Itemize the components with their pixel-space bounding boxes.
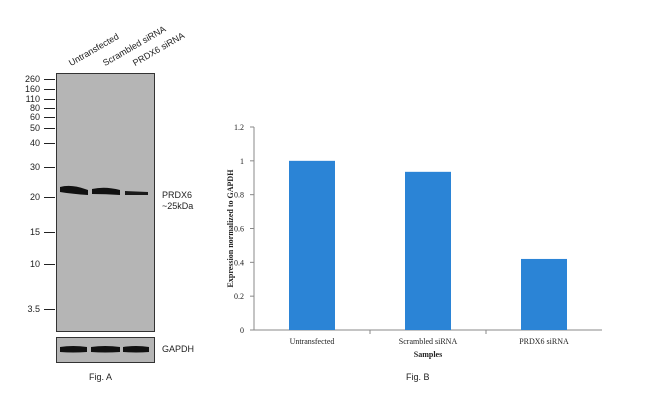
marker-160: 160	[24, 84, 40, 94]
y-tick-label: 0.6	[234, 225, 244, 234]
chart-bars	[289, 160, 567, 330]
bar	[405, 171, 451, 330]
marker-110: 110	[25, 94, 40, 104]
marker-tick	[44, 309, 55, 310]
bar	[289, 160, 335, 330]
gapdh-band-1	[60, 346, 87, 353]
marker-3-5: 3.5	[27, 304, 40, 314]
marker-60: 60	[29, 112, 40, 122]
marker-30: 30	[29, 162, 40, 172]
marker-tick	[44, 108, 55, 109]
band-scrambled	[92, 187, 120, 195]
marker-80: 80	[29, 103, 40, 113]
marker-260: 260	[24, 74, 40, 84]
marker-tick	[44, 79, 55, 80]
marker-15: 15	[29, 227, 40, 237]
gapdh-band-3	[123, 346, 149, 353]
marker-tick	[44, 99, 55, 100]
marker-10: 10	[29, 259, 40, 269]
marker-tick	[44, 128, 55, 129]
protein-bands	[60, 185, 148, 195]
marker-tick	[44, 264, 55, 265]
marker-tick	[44, 232, 55, 233]
gapdh-band-2	[91, 346, 120, 353]
y-tick-label: 0.4	[234, 258, 244, 267]
fig-a-caption: Fig. A	[89, 372, 113, 382]
y-tick-label: 0	[240, 326, 244, 335]
target-size-label: ~25kDa	[162, 201, 194, 211]
marker-tick	[44, 89, 55, 90]
bar	[521, 258, 567, 330]
marker-20: 20	[29, 192, 40, 202]
marker-40: 40	[29, 138, 40, 148]
chart-text: 0 0.2 0.4 0.6 0.8 1 1.2 Untransfected Scrambled …	[226, 123, 569, 359]
marker-tick	[44, 197, 55, 198]
band-untransfected	[60, 185, 88, 195]
marker-tick	[44, 143, 55, 144]
loading-control-label: GAPDH	[162, 344, 195, 354]
y-tick-label: 1.2	[234, 123, 244, 132]
x-axis-title: Samples	[414, 350, 442, 359]
y-axis-title: Expression normalized to GAPDH	[226, 169, 235, 288]
marker-tick	[44, 167, 55, 168]
band-prdx6-sirna	[125, 191, 148, 195]
x-tick-label: Scrambled siRNA	[399, 337, 458, 346]
y-tick-label: 1	[240, 157, 244, 166]
x-tick-label: Untransfected	[290, 337, 335, 346]
y-tick-label: 0.2	[234, 292, 244, 301]
marker-tick	[44, 117, 55, 118]
marker-50: 50	[29, 123, 40, 133]
fig-b-caption: Fig. B	[406, 372, 430, 382]
target-protein-label: PRDX6	[162, 190, 193, 200]
blot-gapdh-panel	[56, 337, 155, 363]
x-tick-label: PRDX6 siRNA	[519, 337, 569, 346]
gapdh-bands	[60, 346, 149, 353]
y-tick-label: 0.8	[234, 191, 244, 200]
blot-main-panel	[56, 73, 155, 332]
